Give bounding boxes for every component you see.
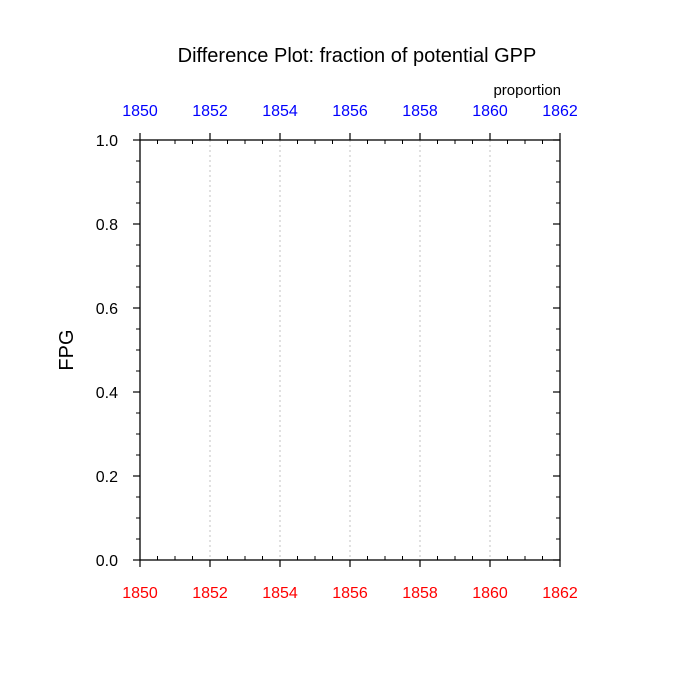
y-tick-label-2: 0.4	[96, 385, 118, 402]
major-tick-layer	[133, 133, 561, 567]
y-tick-label-0: 0.0	[96, 553, 118, 570]
x-tick-label-bottom-6: 1862	[542, 585, 578, 602]
x-tick-label-top-4: 1858	[402, 103, 438, 120]
grid-layer	[209, 140, 491, 560]
bottom-tick-labels: 1850 1852 1854 1856 1858 1860 1862	[122, 585, 578, 602]
x-tick-label-top-5: 1860	[472, 103, 508, 120]
x-tick-label-top-0: 1850	[122, 103, 158, 120]
x-tick-label-bottom-4: 1858	[402, 585, 438, 602]
top-tick-labels: 1850 1852 1854 1856 1858 1860 1862	[122, 103, 578, 120]
x-tick-label-top-3: 1856	[332, 103, 368, 120]
y-tick-labels: 0.0 0.2 0.4 0.6 0.8 1.0	[96, 133, 118, 570]
x-tick-label-bottom-0: 1850	[122, 585, 158, 602]
y-tick-label-1: 0.2	[96, 469, 118, 486]
plot-frame	[139, 139, 561, 561]
x-tick-label-bottom-3: 1856	[332, 585, 368, 602]
x-tick-label-bottom-5: 1860	[472, 585, 508, 602]
x-tick-label-top-6: 1862	[542, 103, 578, 120]
x-tick-label-bottom-1: 1852	[192, 585, 228, 602]
minor-tick-layer	[136, 140, 560, 560]
x-tick-label-top-1: 1852	[192, 103, 228, 120]
x-tick-label-top-2: 1854	[262, 103, 298, 120]
chart-title: Difference Plot: fraction of potential G…	[178, 45, 537, 67]
y-tick-label-3: 0.6	[96, 301, 118, 318]
y-tick-label-4: 0.8	[96, 217, 118, 234]
y-tick-label-5: 1.0	[96, 133, 118, 150]
y-axis-label: FPG	[56, 329, 78, 370]
x-tick-label-bottom-2: 1854	[262, 585, 298, 602]
units-label: proportion	[493, 82, 561, 99]
